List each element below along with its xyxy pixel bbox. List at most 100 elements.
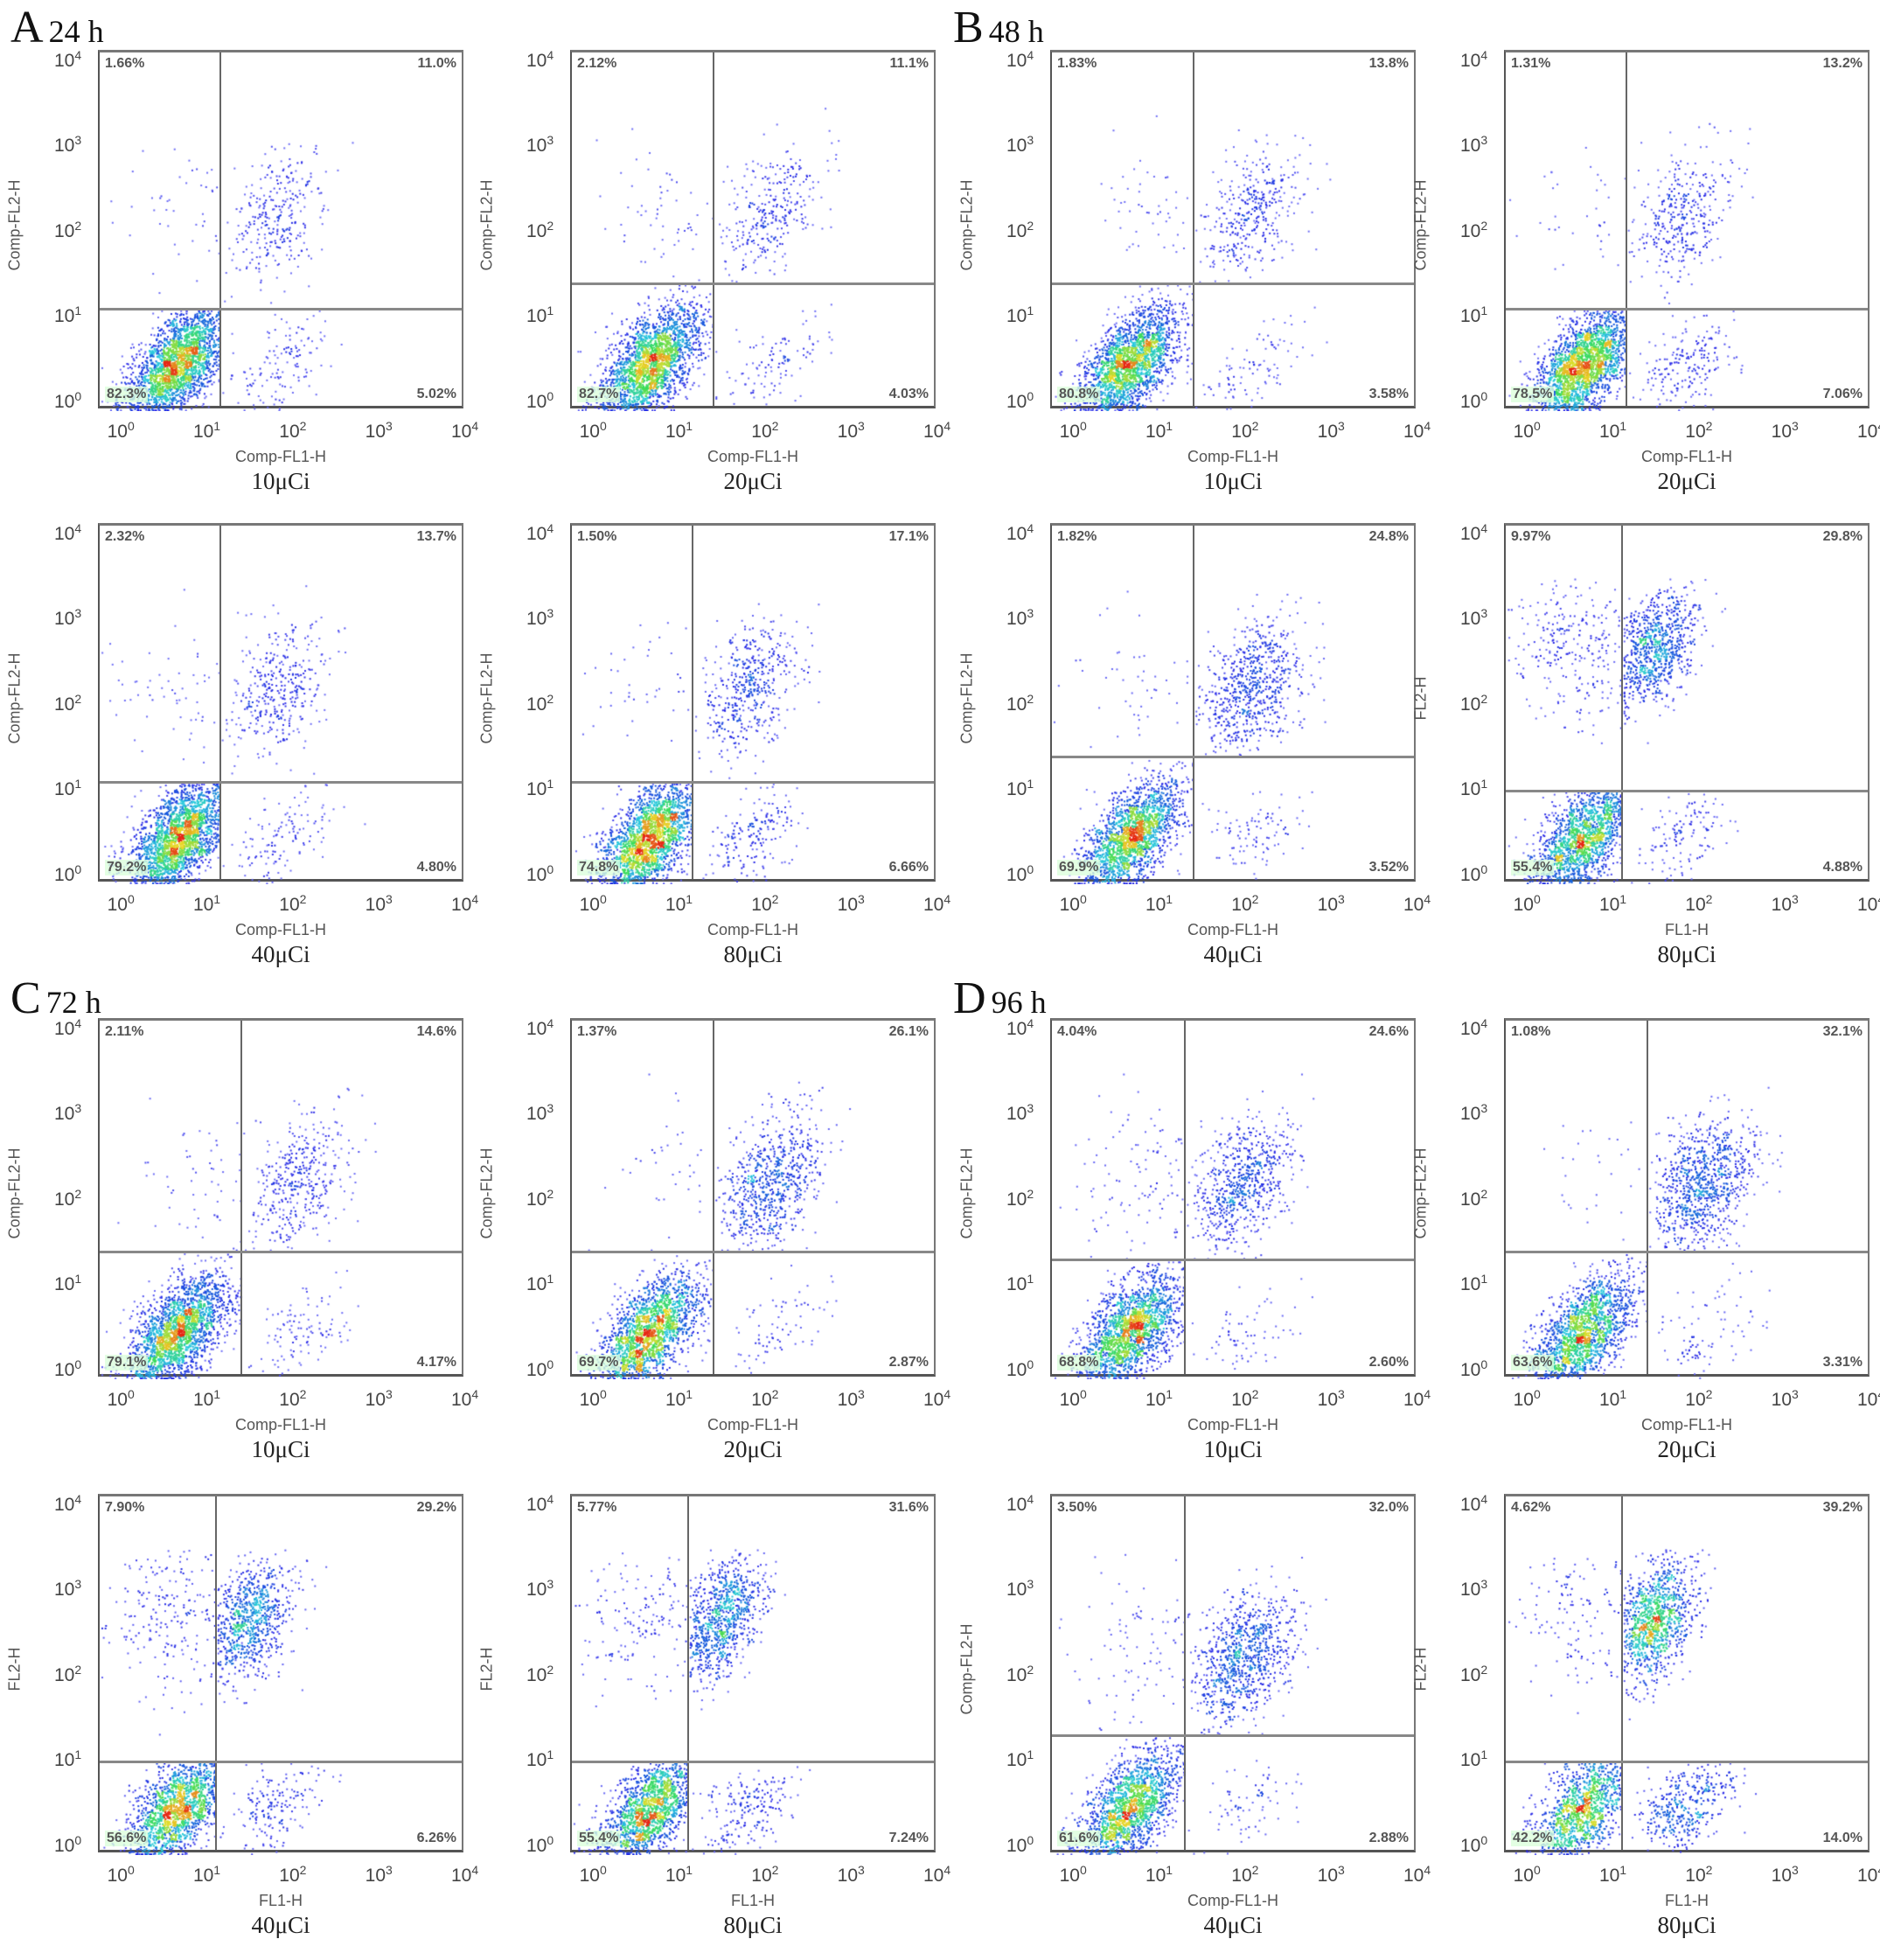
- tick-exponent: 0: [74, 1357, 82, 1371]
- x-tick-label: 104: [1403, 419, 1431, 442]
- quadrant-gate-vertical[interactable]: [1184, 1496, 1187, 1850]
- y-tick-label: 101: [526, 303, 554, 327]
- tick-exponent: 0: [599, 892, 607, 906]
- tick-exponent: 4: [1424, 419, 1431, 433]
- dose-label: 80μCi: [1657, 941, 1716, 967]
- quadrant-gate-horizontal[interactable]: [1052, 1259, 1414, 1262]
- tick-exponent: 1: [213, 1863, 221, 1877]
- tick-exponent: 4: [1480, 520, 1488, 535]
- quadrant-gate-vertical[interactable]: [713, 1021, 715, 1374]
- quadrant-gate-vertical[interactable]: [219, 526, 221, 879]
- tick-exponent: 0: [74, 1833, 82, 1847]
- tick-exponent: 1: [1166, 1387, 1173, 1401]
- quadrant-gate-vertical[interactable]: [1620, 1496, 1623, 1850]
- quadrant-gate-horizontal[interactable]: [1052, 1734, 1414, 1738]
- quadrant-gate-horizontal[interactable]: [100, 307, 462, 310]
- quadrant-gate-vertical[interactable]: [686, 1496, 689, 1850]
- quadrant-gate-vertical[interactable]: [1647, 1021, 1649, 1374]
- quadrant-gate-horizontal[interactable]: [1052, 282, 1414, 285]
- y-tick-label: 104: [1460, 1491, 1488, 1515]
- y-tick-label: 104: [54, 1015, 82, 1039]
- tick-exponent: 3: [1480, 606, 1488, 621]
- section-header-d: D 96 h: [953, 973, 1047, 1024]
- y-tick-label: 102: [54, 1662, 82, 1685]
- y-tick-label: 100: [526, 1357, 554, 1380]
- section-header-b: B 48 h: [953, 2, 1044, 53]
- quadrant-gate-horizontal[interactable]: [1506, 307, 1868, 310]
- y-tick-label: 104: [54, 520, 82, 544]
- quadrant-gate-horizontal[interactable]: [572, 1250, 934, 1253]
- quadrant-gate-vertical[interactable]: [214, 1496, 217, 1850]
- y-tick-label: 103: [526, 1101, 554, 1125]
- quadrant-gate-horizontal[interactable]: [100, 1760, 462, 1763]
- quadrant-gate-horizontal[interactable]: [572, 1760, 934, 1763]
- quadrant-label-ll: 82.3%: [105, 387, 149, 402]
- y-tick-label: 102: [1460, 1186, 1488, 1210]
- scatter-density-canvas: [1506, 526, 1871, 884]
- quadrant-label-ul: 1.08%: [1511, 1024, 1551, 1039]
- quadrant-gate-vertical[interactable]: [1620, 526, 1623, 879]
- quadrant-label-ll: 68.8%: [1057, 1355, 1101, 1371]
- scatter-panel: 2.12% 11.1% 82.7% 4.03% 100 100 101 101 102 102 10…: [478, 48, 951, 494]
- quadrant-gate-vertical[interactable]: [219, 52, 221, 406]
- dose-label: 20μCi: [723, 468, 783, 494]
- quadrant-label-ul: 1.31%: [1511, 56, 1551, 71]
- quadrant-gate-vertical[interactable]: [1184, 1021, 1187, 1374]
- quadrant-gate-vertical[interactable]: [1625, 52, 1627, 406]
- scatter-panel: 1.83% 13.8% 80.8% 3.58% 100 100 101 101 102 102 10…: [958, 48, 1431, 494]
- quadrant-gate-horizontal[interactable]: [1506, 1250, 1868, 1253]
- x-tick-label: 103: [365, 419, 393, 442]
- plot-area: 1.83% 13.8% 80.8% 3.58%: [1050, 50, 1417, 411]
- quadrant-label-lr: 3.52%: [1368, 860, 1409, 875]
- quadrant-gate-vertical[interactable]: [1193, 52, 1195, 406]
- y-tick-label: 100: [1460, 862, 1488, 885]
- dose-label: 10μCi: [1203, 1436, 1263, 1462]
- quadrant-gate-vertical[interactable]: [691, 526, 693, 879]
- tick-exponent: 2: [1480, 1662, 1488, 1677]
- dose-label: 80μCi: [723, 941, 783, 967]
- quadrant-gate-horizontal[interactable]: [100, 780, 462, 784]
- scatter-panel: 9.97% 29.8% 55.4% 4.88% 100 100 101 101 102 102 10…: [1412, 521, 1880, 967]
- tick-exponent: 0: [1079, 892, 1087, 906]
- tick-exponent: 4: [74, 47, 82, 62]
- x-tick-label: 104: [451, 892, 479, 915]
- quadrant-gate-horizontal[interactable]: [1506, 1760, 1868, 1763]
- x-tick-label: 102: [1231, 1863, 1259, 1886]
- y-tick-label: 104: [1460, 47, 1488, 71]
- tick-exponent: 0: [1480, 862, 1488, 876]
- quadrant-gate-vertical[interactable]: [713, 52, 715, 406]
- quadrant-label-ur: 11.0%: [417, 56, 456, 71]
- tick-exponent: 1: [1619, 892, 1627, 906]
- quadrant-gate-horizontal[interactable]: [100, 1250, 462, 1253]
- scatter-density-canvas: [100, 526, 465, 884]
- quadrant-label-ur: 17.1%: [888, 529, 929, 544]
- x-tick-label: 102: [751, 1863, 779, 1886]
- tick-exponent: 0: [547, 862, 554, 876]
- dose-label: 20μCi: [723, 1436, 783, 1462]
- plot-area: 2.11% 14.6% 79.1% 4.17%: [98, 1018, 465, 1379]
- x-tick-label: 101: [665, 1863, 693, 1886]
- quadrant-gate-horizontal[interactable]: [1506, 789, 1868, 792]
- quadrant-gate-vertical[interactable]: [240, 1021, 243, 1374]
- scatter-panel: 1.50% 17.1% 74.8% 6.66% 100 100 101 101 102 102 10…: [478, 521, 951, 967]
- quadrant-label-ll: 74.8%: [577, 860, 621, 875]
- tick-exponent: 3: [1792, 1863, 1799, 1877]
- x-axis-label: Comp-FL1-H: [707, 921, 799, 938]
- quadrant-gate-horizontal[interactable]: [572, 282, 934, 285]
- y-tick-label: 100: [1006, 862, 1034, 885]
- y-tick-label: 101: [526, 1272, 554, 1295]
- tick-exponent: 4: [1877, 892, 1880, 906]
- y-axis-label: Comp-FL2-H: [477, 179, 496, 271]
- tick-exponent: 2: [299, 892, 307, 906]
- quadrant-label-ur: 14.6%: [416, 1024, 456, 1039]
- tick-exponent: 2: [1251, 1863, 1259, 1877]
- quadrant-label-ul: 3.50%: [1057, 1500, 1097, 1515]
- scatter-panel: 2.11% 14.6% 79.1% 4.17% 100 100 101 101 102 102 10…: [6, 1016, 479, 1462]
- tick-exponent: 2: [299, 1863, 307, 1877]
- quadrant-gate-horizontal[interactable]: [572, 780, 934, 784]
- plot-area: 4.04% 24.6% 68.8% 2.60%: [1050, 1018, 1417, 1379]
- quadrant-gate-horizontal[interactable]: [1052, 755, 1414, 758]
- quadrant-gate-vertical[interactable]: [1193, 526, 1195, 879]
- x-tick-label: 103: [1771, 419, 1799, 442]
- x-tick-label: 103: [1771, 1863, 1799, 1886]
